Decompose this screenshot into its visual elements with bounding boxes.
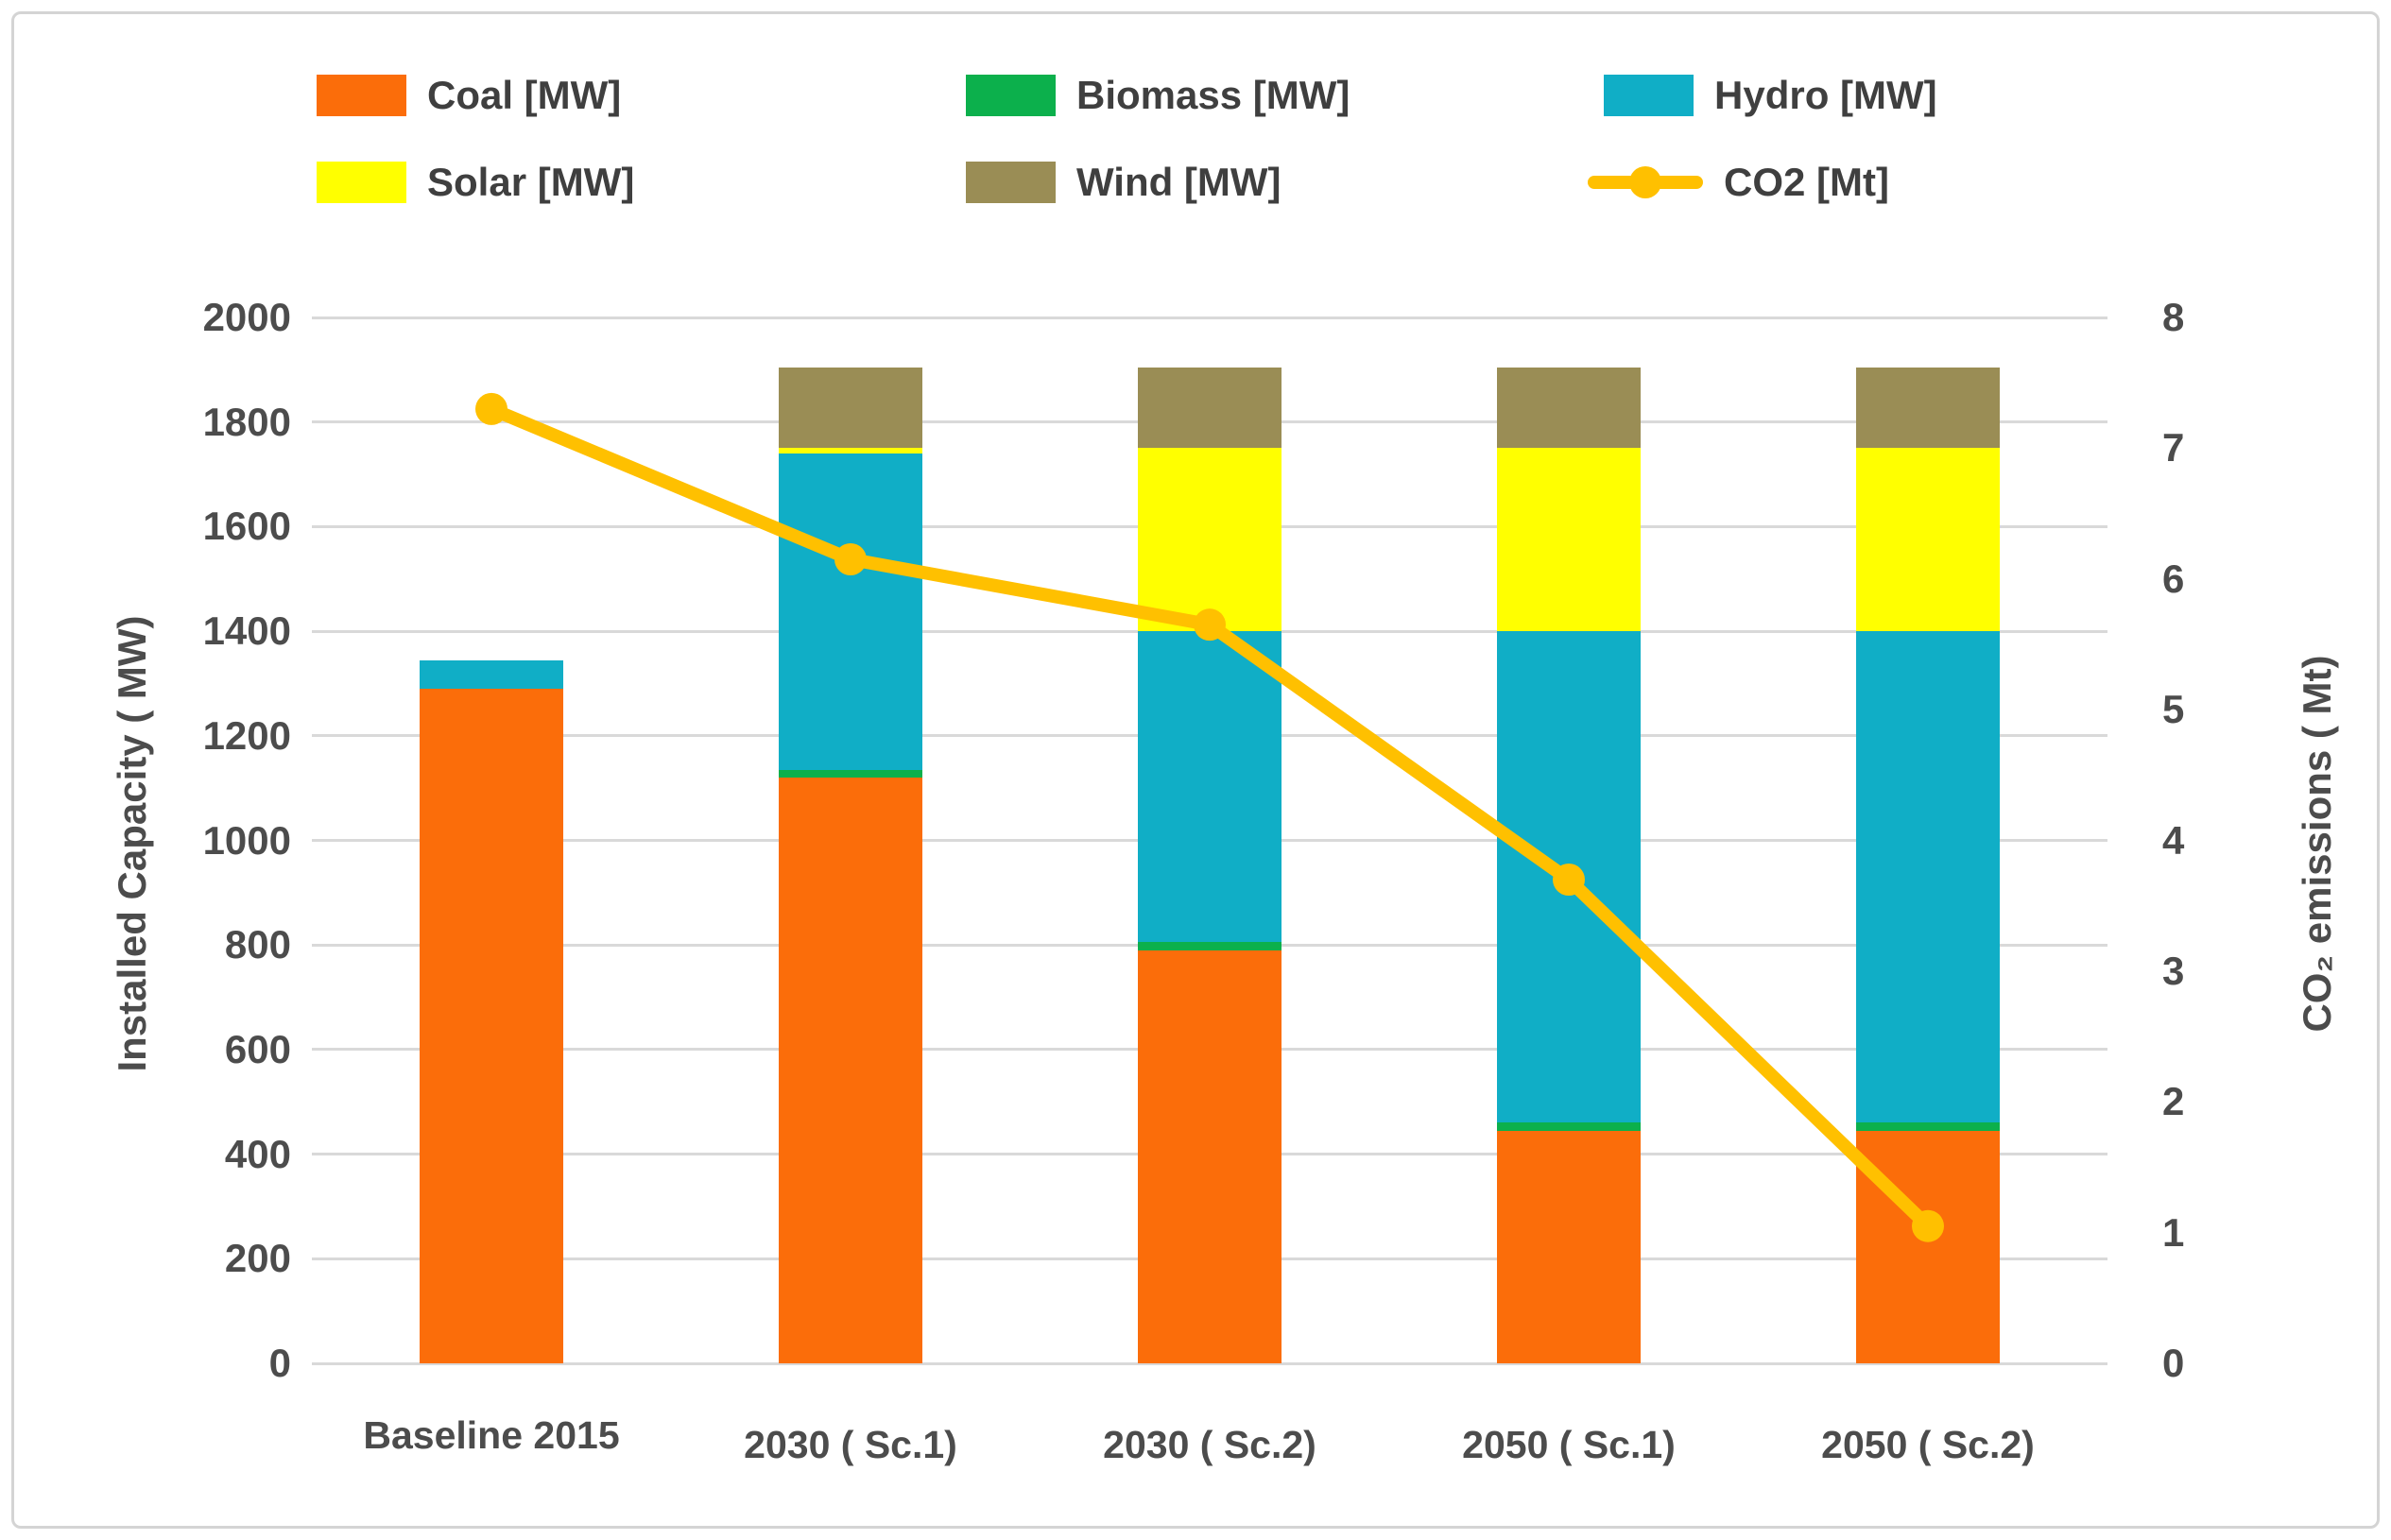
category-label: 2030 ( Sc.2) — [1103, 1423, 1316, 1466]
category-label: 2050 ( Sc.2) — [1821, 1423, 2035, 1466]
bar-segment-hydro — [1138, 631, 1282, 943]
co2-data-point — [475, 392, 507, 425]
co2-marker-icon — [1629, 166, 1661, 198]
wind-swatch-icon — [966, 162, 1056, 203]
right-axis-tick-label: 2 — [2162, 1079, 2185, 1124]
legend-item-solar: Solar [MW] — [317, 159, 634, 206]
right-axis-tick-label: 8 — [2162, 295, 2185, 339]
legend-item-biomass: Biomass [MW] — [966, 72, 1350, 119]
left-axis-tick-label: 0 — [268, 1341, 291, 1385]
bar-segment-wind — [1497, 367, 1641, 449]
bar-segment-wind — [1856, 367, 2000, 449]
bar-segment-solar — [1138, 448, 1282, 632]
category-label: Baseline 2015 — [363, 1413, 620, 1457]
bar-segment-coal — [420, 688, 563, 1363]
bar-segment-solar — [779, 448, 922, 453]
bar-segment-biomass — [779, 769, 922, 779]
co2-line-layer — [475, 392, 1944, 1242]
legend-item-hydro: Hydro [MW] — [1604, 72, 1937, 119]
legend-item-coal: Coal [MW] — [317, 72, 621, 119]
legend-label-hydro: Hydro [MW] — [1714, 73, 1937, 117]
category-label: 2050 ( Sc.1) — [1462, 1423, 1676, 1466]
right-axis-title: CO₂ emissions ( Mt) — [2295, 655, 2339, 1033]
legend-label-co2: CO2 [Mt] — [1724, 160, 1889, 204]
left-axis-tick-label: 1800 — [202, 399, 291, 444]
right-axis-tick-label: 6 — [2162, 556, 2185, 601]
left-axis-tick-label: 800 — [224, 922, 291, 967]
bar-segment-coal — [1856, 1130, 2000, 1363]
left-axis-tick-label: 1400 — [202, 608, 291, 654]
left-axis-tick-label: 1000 — [202, 817, 291, 863]
right-axis-tick-label: 5 — [2162, 687, 2185, 732]
right-axis-tick-label: 7 — [2162, 425, 2185, 471]
co2-data-point — [1912, 1209, 1944, 1242]
bar-segment-coal — [1138, 950, 1282, 1363]
co2-data-point — [834, 542, 867, 575]
bar-segment-hydro — [420, 659, 563, 689]
left-axis-tick-label: 1600 — [202, 504, 291, 549]
legend-label-biomass: Biomass [MW] — [1076, 73, 1350, 117]
legend-label-solar: Solar [MW] — [427, 160, 635, 204]
coal-swatch-icon — [317, 75, 406, 116]
legend-item-wind: Wind [MW] — [966, 159, 1282, 206]
biomass-swatch-icon — [966, 75, 1056, 116]
bar-segment-coal — [1497, 1130, 1641, 1363]
co2-line-swatch-icon — [1588, 166, 1703, 198]
co2-line — [485, 402, 1935, 1233]
bar-segment-hydro — [1856, 631, 2000, 1123]
bar-segment-solar — [1856, 448, 2000, 632]
bar-segment-hydro — [779, 453, 922, 770]
co2-data-point — [1194, 608, 1226, 642]
bar-segment-wind — [1138, 367, 1282, 449]
left-axis-tick-label: 1200 — [202, 712, 291, 758]
gridline — [312, 316, 2107, 319]
right-axis-tick-label: 1 — [2162, 1209, 2185, 1255]
legend-label-wind: Wind [MW] — [1076, 160, 1282, 204]
bar-segment-biomass — [1856, 1122, 2000, 1131]
left-axis-tick-label: 400 — [224, 1131, 291, 1176]
legend-label-coal: Coal [MW] — [427, 73, 622, 117]
bar-segment-wind — [779, 367, 922, 449]
right-axis-tick-label: 0 — [2162, 1341, 2185, 1385]
left-axis-tick-label: 200 — [224, 1236, 291, 1281]
gridline — [312, 1361, 2107, 1365]
left-axis-tick-label: 2000 — [202, 295, 291, 339]
left-axis-tick-label: 600 — [224, 1026, 291, 1071]
bar-segment-coal — [779, 778, 922, 1363]
bar-segment-biomass — [1138, 942, 1282, 950]
right-axis-tick-label: 3 — [2162, 948, 2185, 993]
category-label: 2030 ( Sc.1) — [744, 1423, 957, 1466]
legend-item-co2: CO2 [Mt] — [1588, 159, 1889, 206]
bar-segment-biomass — [1497, 1122, 1641, 1131]
solar-swatch-icon — [317, 162, 406, 203]
right-axis-tick-label: 4 — [2162, 817, 2185, 863]
bar-segment-solar — [1497, 448, 1641, 632]
co2-data-point — [1553, 864, 1585, 897]
hydro-swatch-icon — [1604, 75, 1694, 116]
